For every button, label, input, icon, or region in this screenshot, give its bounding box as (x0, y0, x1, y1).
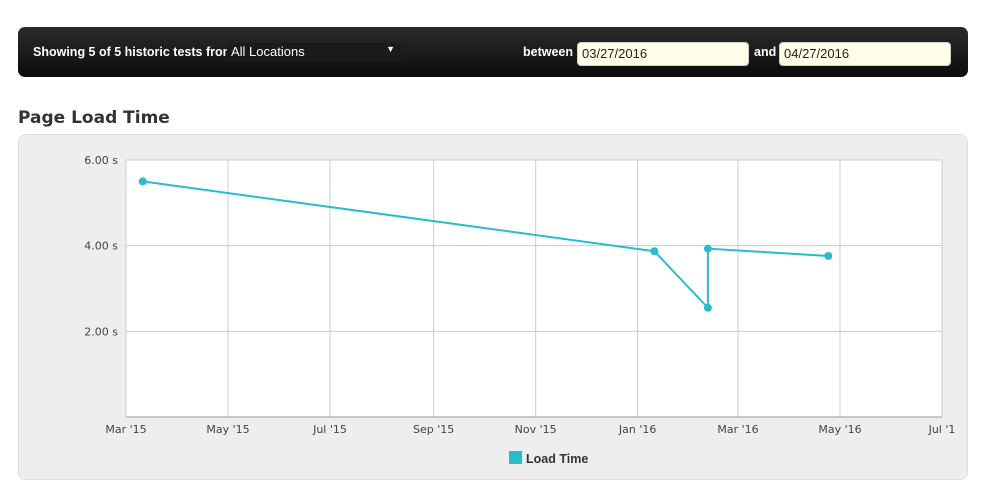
x-tick-label: Nov '15 (515, 423, 557, 436)
y-tick-label: 4.00 s (84, 240, 118, 253)
data-point (703, 244, 712, 253)
data-point (703, 303, 712, 312)
y-tick-label: 2.00 s (84, 325, 118, 338)
x-tick-label: Sep '15 (413, 423, 454, 436)
start-date-field[interactable]: 03/27/2016 (577, 42, 749, 66)
x-tick-label: Jan '16 (618, 423, 656, 436)
x-tick-label: Jul '1 (928, 423, 956, 436)
location-select-value: All Locations (231, 44, 305, 59)
plot-area (126, 160, 942, 417)
end-date-field[interactable]: 04/27/2016 (779, 42, 951, 66)
chart-panel: Mar '15 May '15 Jul '15 Sep '15 Nov '15 Jan '… (18, 134, 968, 480)
data-point (650, 247, 659, 256)
location-select[interactable]: All Locations ▼ (227, 43, 401, 61)
legend-label: Load Time (526, 452, 588, 466)
chevron-down-icon: ▼ (386, 44, 395, 54)
x-tick-label: Jul '15 (312, 423, 347, 436)
data-point (138, 177, 147, 186)
x-tick-label: Mar '16 (717, 423, 758, 436)
section-title: Page Load Time (18, 108, 170, 128)
and-label: and (754, 45, 777, 59)
load-time-chart: Mar '15 May '15 Jul '15 Sep '15 Nov '15 Jan '… (84, 154, 956, 466)
legend-swatch (509, 451, 522, 464)
filter-bar: Showing 5 of 5 historic tests from All L… (18, 27, 968, 77)
x-tick-label: Mar '15 (105, 423, 146, 436)
x-tick-label: May '15 (206, 423, 249, 436)
x-tick-label: May '16 (818, 423, 861, 436)
showing-label: Showing 5 of 5 historic tests from (33, 45, 234, 59)
between-label: between (523, 45, 574, 59)
data-point (824, 251, 833, 260)
y-tick-label: 6.00 s (84, 154, 118, 167)
